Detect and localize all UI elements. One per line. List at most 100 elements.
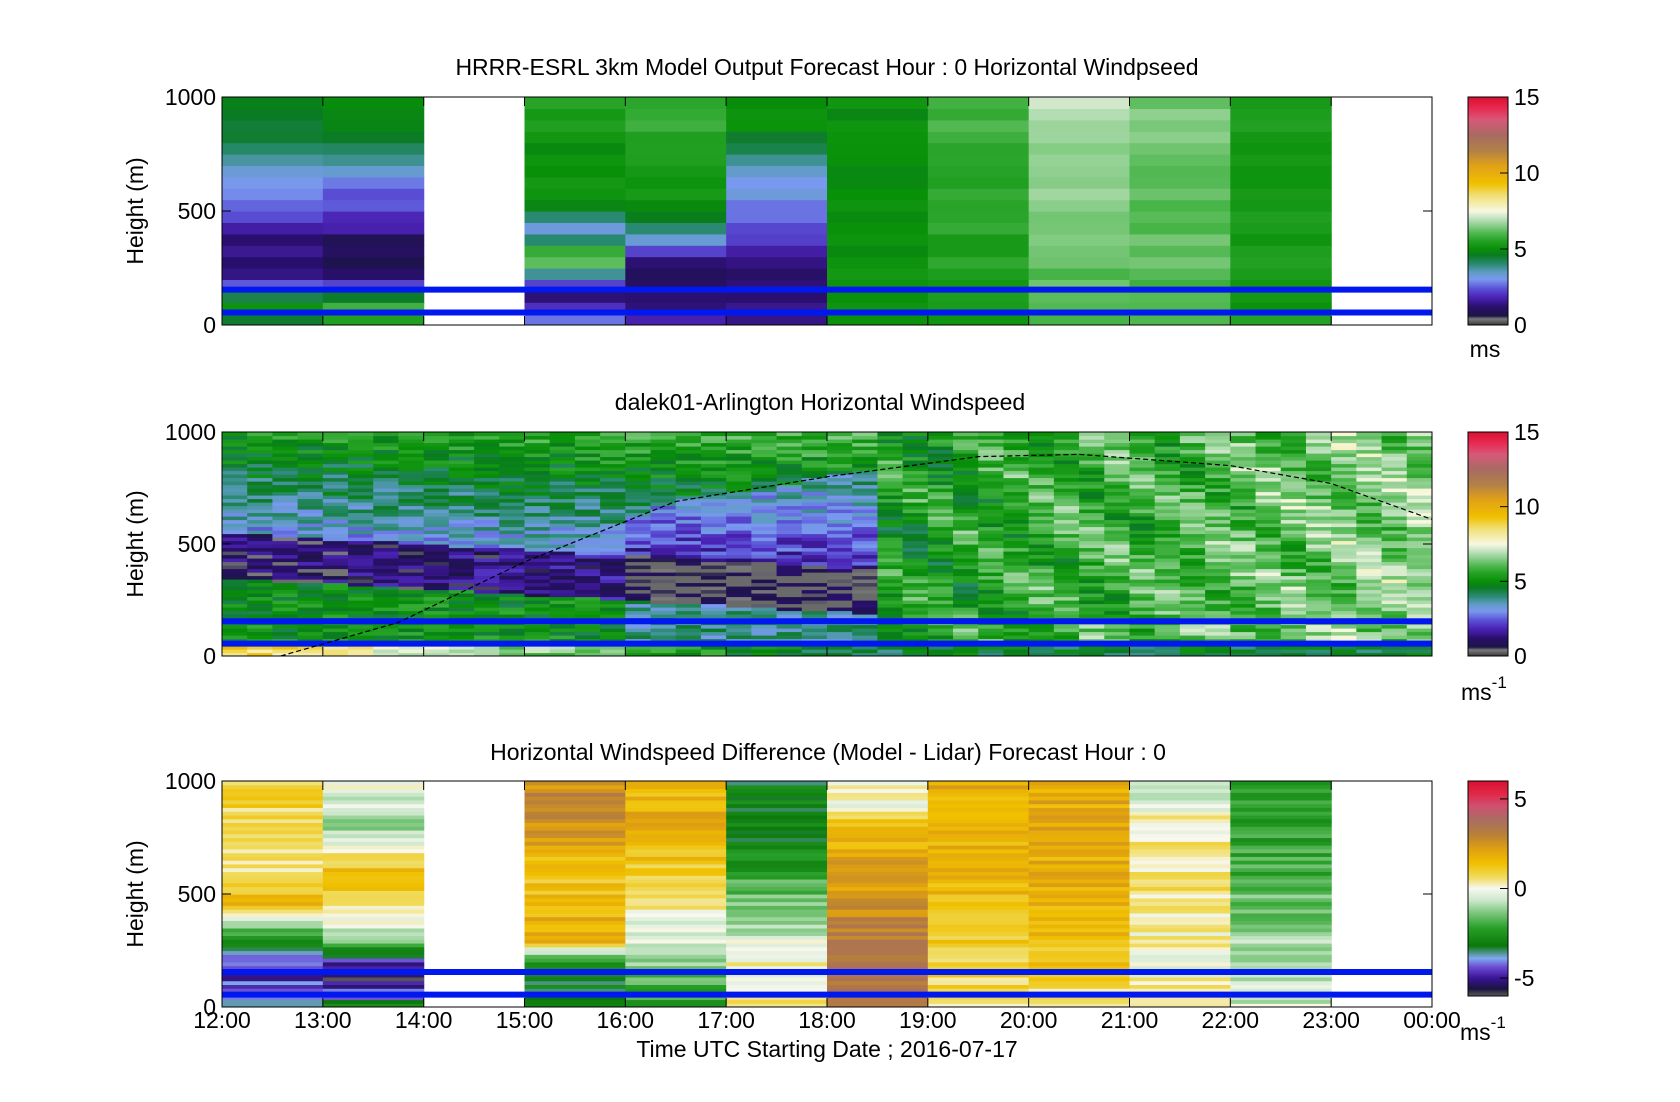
heatmap-cell <box>1028 442 1055 447</box>
heatmap-cell <box>1230 131 1332 144</box>
heatmap-cell <box>1179 649 1206 654</box>
heatmap-cell <box>1003 572 1030 577</box>
heatmap-cell <box>625 999 727 1004</box>
heatmap-cell <box>222 829 324 835</box>
heatmap-cell <box>927 544 954 549</box>
heatmap-cell <box>499 442 526 447</box>
heatmap-cell <box>1230 614 1257 619</box>
heatmap-cell <box>978 614 1005 619</box>
heatmap-cell <box>524 484 551 489</box>
heatmap-cell <box>222 890 324 895</box>
heatmap-cell <box>726 199 828 212</box>
heatmap-cell <box>726 484 752 489</box>
heatmap-cell <box>827 165 929 178</box>
heatmap-cell <box>222 882 324 888</box>
heatmap-cell <box>524 572 551 577</box>
heatmap-cell <box>953 463 979 468</box>
heatmap-cell <box>1356 498 1383 503</box>
heatmap-cell <box>927 596 954 601</box>
heatmap-cell <box>1154 477 1181 482</box>
heatmap-cell <box>1129 575 1156 580</box>
heatmap-cell <box>373 435 400 440</box>
heatmap-cell <box>474 516 500 521</box>
heatmap-cell <box>524 256 626 269</box>
heatmap-cell <box>1179 645 1206 650</box>
heatmap-cell <box>1028 920 1131 925</box>
heatmap-cell <box>801 544 828 549</box>
heatmap-cell <box>1104 474 1131 479</box>
heatmap-cell <box>726 467 752 472</box>
heatmap-cell <box>625 610 652 615</box>
heatmap-cell <box>852 579 879 584</box>
heatmap-cell <box>1255 603 1282 608</box>
heatmap-cell <box>1028 589 1055 594</box>
heatmap-cell <box>348 635 374 640</box>
heatmap-cell <box>297 467 324 472</box>
heatmap-cell <box>751 568 778 573</box>
heatmap-cell <box>222 973 324 978</box>
heatmap-cell <box>1028 523 1055 528</box>
heatmap-cell <box>322 882 425 888</box>
heatmap-cell <box>1129 833 1231 839</box>
heatmap-cell <box>927 845 1030 850</box>
heatmap-cell <box>373 628 400 633</box>
heatmap-cell <box>322 505 349 510</box>
heatmap-cell <box>877 484 904 489</box>
heatmap-cell <box>574 463 601 468</box>
heatmap-cell <box>373 586 400 591</box>
heatmap-cell <box>953 614 979 619</box>
heatmap-cell <box>499 530 526 535</box>
heatmap-cell <box>1129 474 1156 479</box>
heatmap-cell <box>675 551 702 556</box>
heatmap-cell <box>1255 554 1282 559</box>
heatmap-cell <box>297 477 324 482</box>
heatmap-cell <box>600 638 626 643</box>
heatmap-cell <box>751 565 778 570</box>
heatmap-cell <box>600 439 626 444</box>
heatmap-cell <box>1356 635 1383 640</box>
heatmap-cell <box>1230 561 1257 566</box>
heatmap-cell <box>675 624 702 629</box>
heatmap-cell <box>827 852 929 857</box>
heatmap-cell <box>1230 961 1332 967</box>
heatmap-cell <box>726 516 752 521</box>
heatmap-cell <box>1356 449 1383 454</box>
heatmap-cell <box>1053 635 1080 640</box>
heatmap-cell <box>272 456 299 461</box>
heatmap-cell <box>1154 432 1181 437</box>
heatmap-cell <box>1003 446 1030 451</box>
heatmap-cell <box>700 453 727 458</box>
heatmap-cell <box>297 652 324 656</box>
heatmap-cell <box>1028 628 1055 633</box>
heatmap-cell <box>322 950 425 955</box>
heatmap-cell <box>1129 901 1231 906</box>
heatmap-cell <box>1230 924 1332 929</box>
heatmap-cell <box>1230 845 1332 850</box>
heatmap-cell <box>927 799 1030 805</box>
heatmap-cell <box>978 467 1005 472</box>
heatmap-cell <box>373 502 400 507</box>
heatmap-cell <box>902 589 929 594</box>
heatmap-cell <box>524 607 551 612</box>
heatmap-cell <box>322 108 425 121</box>
heatmap-cell <box>1053 600 1080 605</box>
heatmap-cell <box>423 593 450 598</box>
heatmap-cell <box>247 614 274 619</box>
heatmap-cell <box>222 488 248 493</box>
heatmap-cell <box>700 537 727 542</box>
heatmap-cell <box>927 233 1030 246</box>
heatmap-cell <box>726 554 752 559</box>
heatmap-cell <box>1280 652 1307 656</box>
heatmap-cell <box>827 108 929 121</box>
heatmap-cell <box>524 995 626 1001</box>
heatmap-cell <box>1028 488 1055 493</box>
heatmap-cell <box>1154 470 1181 475</box>
heatmap-cell <box>1079 589 1105 594</box>
heatmap-cell <box>1280 456 1307 461</box>
heatmap-cell <box>1280 505 1307 510</box>
heatmap-cell <box>1028 905 1131 910</box>
heatmap-cell <box>700 561 727 566</box>
heatmap-cell <box>1205 652 1231 656</box>
heatmap-cell <box>348 645 374 650</box>
heatmap-cell <box>927 484 954 489</box>
